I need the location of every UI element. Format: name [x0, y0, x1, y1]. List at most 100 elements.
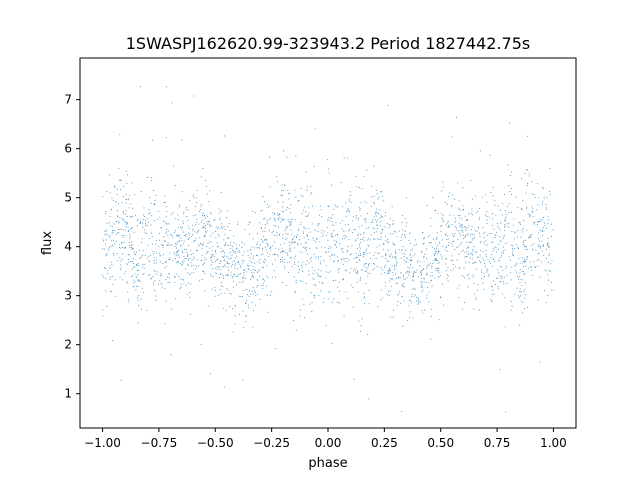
data-point	[435, 267, 437, 270]
data-point	[243, 269, 246, 271]
data-point	[177, 253, 179, 255]
data-point	[143, 263, 145, 265]
data-point	[420, 286, 422, 288]
x-tick-label: 0.25	[371, 436, 398, 450]
data-point	[186, 293, 188, 296]
data-point	[479, 262, 482, 264]
data-point	[369, 252, 371, 254]
data-point	[210, 260, 212, 262]
data-point	[219, 288, 221, 291]
data-point	[327, 298, 329, 300]
data-point	[393, 223, 395, 225]
data-point	[334, 243, 336, 245]
data-point	[530, 181, 533, 183]
data-point	[355, 217, 357, 219]
data-point	[122, 236, 124, 238]
data-point	[151, 215, 153, 217]
data-point	[395, 252, 397, 255]
data-point	[372, 227, 374, 229]
data-point	[268, 230, 271, 232]
data-point	[186, 258, 188, 260]
data-point	[541, 250, 543, 252]
data-point	[532, 215, 534, 218]
data-point	[332, 214, 334, 216]
data-point	[329, 246, 331, 248]
data-point	[254, 292, 257, 294]
data-point	[419, 260, 421, 263]
data-point	[202, 264, 204, 266]
data-point	[448, 242, 450, 244]
data-point	[293, 235, 296, 237]
data-point	[533, 223, 535, 225]
data-point	[281, 250, 283, 252]
data-point	[492, 241, 494, 243]
data-point	[295, 236, 298, 238]
data-point	[462, 231, 464, 233]
data-point	[112, 284, 114, 286]
data-point	[451, 224, 453, 226]
data-point	[315, 256, 317, 258]
data-point	[134, 253, 136, 255]
data-point	[472, 274, 474, 276]
data-point	[434, 209, 436, 211]
data-point	[391, 271, 393, 274]
data-point	[464, 256, 466, 258]
data-point	[427, 263, 429, 265]
data-point	[345, 236, 347, 238]
data-point	[128, 254, 130, 256]
data-point	[226, 216, 228, 218]
data-point	[548, 253, 550, 255]
data-point	[234, 304, 236, 306]
data-point	[233, 260, 235, 262]
data-point	[124, 213, 127, 215]
data-point	[262, 282, 264, 284]
data-point	[342, 263, 344, 265]
data-point	[550, 263, 552, 265]
data-point	[499, 236, 501, 238]
data-point	[347, 223, 349, 226]
data-point	[547, 216, 549, 218]
data-point	[393, 230, 396, 233]
data-point	[522, 302, 524, 304]
data-point	[297, 265, 299, 267]
data-point	[191, 259, 193, 261]
data-point	[299, 280, 301, 282]
data-point	[387, 241, 389, 243]
data-point	[318, 214, 320, 216]
data-point	[247, 304, 249, 306]
data-point	[537, 204, 539, 206]
data-point	[291, 240, 293, 242]
data-point	[149, 196, 151, 198]
data-point	[202, 263, 205, 265]
data-point	[335, 279, 337, 281]
data-point	[369, 262, 371, 264]
data-point	[517, 247, 519, 250]
data-point	[363, 256, 365, 258]
data-point	[500, 240, 502, 242]
data-point	[109, 235, 111, 237]
data-point	[243, 275, 245, 277]
data-point	[162, 244, 164, 246]
data-point	[119, 269, 122, 271]
data-point	[188, 244, 190, 247]
data-point	[355, 261, 357, 263]
data-point	[107, 272, 109, 274]
data-point	[248, 221, 250, 223]
data-point	[165, 231, 167, 233]
data-point	[469, 257, 471, 259]
data-point	[343, 230, 345, 233]
data-point	[380, 289, 382, 291]
data-point	[338, 271, 340, 273]
data-point	[161, 287, 163, 289]
data-point	[437, 244, 439, 246]
data-point	[466, 219, 468, 221]
data-point	[290, 219, 292, 221]
data-point	[264, 230, 266, 232]
data-point	[240, 265, 242, 267]
data-point	[495, 277, 497, 279]
data-point	[478, 219, 480, 221]
data-point	[110, 291, 112, 293]
data-point	[269, 186, 271, 188]
data-point	[280, 244, 282, 246]
data-point	[202, 212, 204, 214]
